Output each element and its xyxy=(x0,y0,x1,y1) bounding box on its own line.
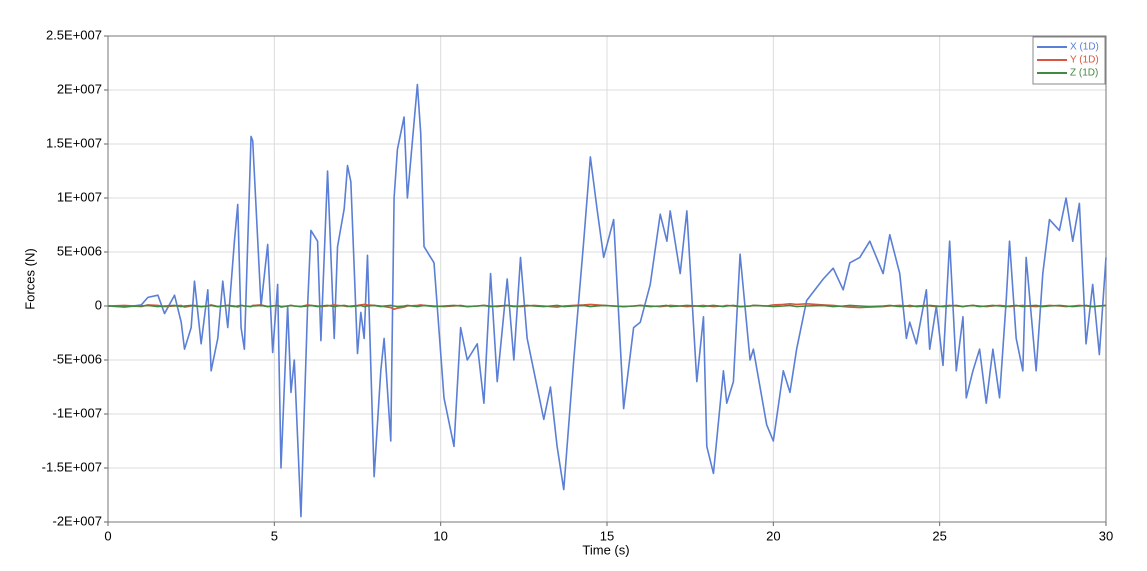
series-line xyxy=(107,83,1107,518)
y-tick-label: -5E+006 xyxy=(52,351,102,366)
y-tick-label: 2.5E+007 xyxy=(46,27,102,42)
plot-frame xyxy=(107,35,1107,523)
y-tick-label: 5E+006 xyxy=(57,243,102,258)
y-tick-label: 1.5E+007 xyxy=(46,135,102,150)
x-tick-label: 30 xyxy=(1099,528,1113,543)
y-tick-label: -1E+007 xyxy=(52,405,102,420)
x-tick-label: 20 xyxy=(766,528,780,543)
y-tick-label: 2E+007 xyxy=(57,81,102,96)
legend-label: Y (1D) xyxy=(1070,55,1099,66)
x-axis-label: Time (s) xyxy=(582,542,629,557)
legend-label: Z (1D) xyxy=(1070,68,1098,79)
x-tick-label: 5 xyxy=(271,528,278,543)
x-tick-label: 15 xyxy=(600,528,614,543)
series-line xyxy=(107,304,1107,308)
y-tick-label: -2E+007 xyxy=(52,513,102,528)
legend-label: X (1D) xyxy=(1070,42,1099,53)
x-tick-label: 0 xyxy=(104,528,111,543)
y-tick-label: 0 xyxy=(95,297,102,312)
x-tick-label: 10 xyxy=(433,528,447,543)
x-tick-label: 25 xyxy=(932,528,946,543)
y-tick-label: -1.5E+007 xyxy=(42,459,102,474)
y-tick-label: 1E+007 xyxy=(57,189,102,204)
y-axis-label: Forces (N) xyxy=(22,248,37,309)
